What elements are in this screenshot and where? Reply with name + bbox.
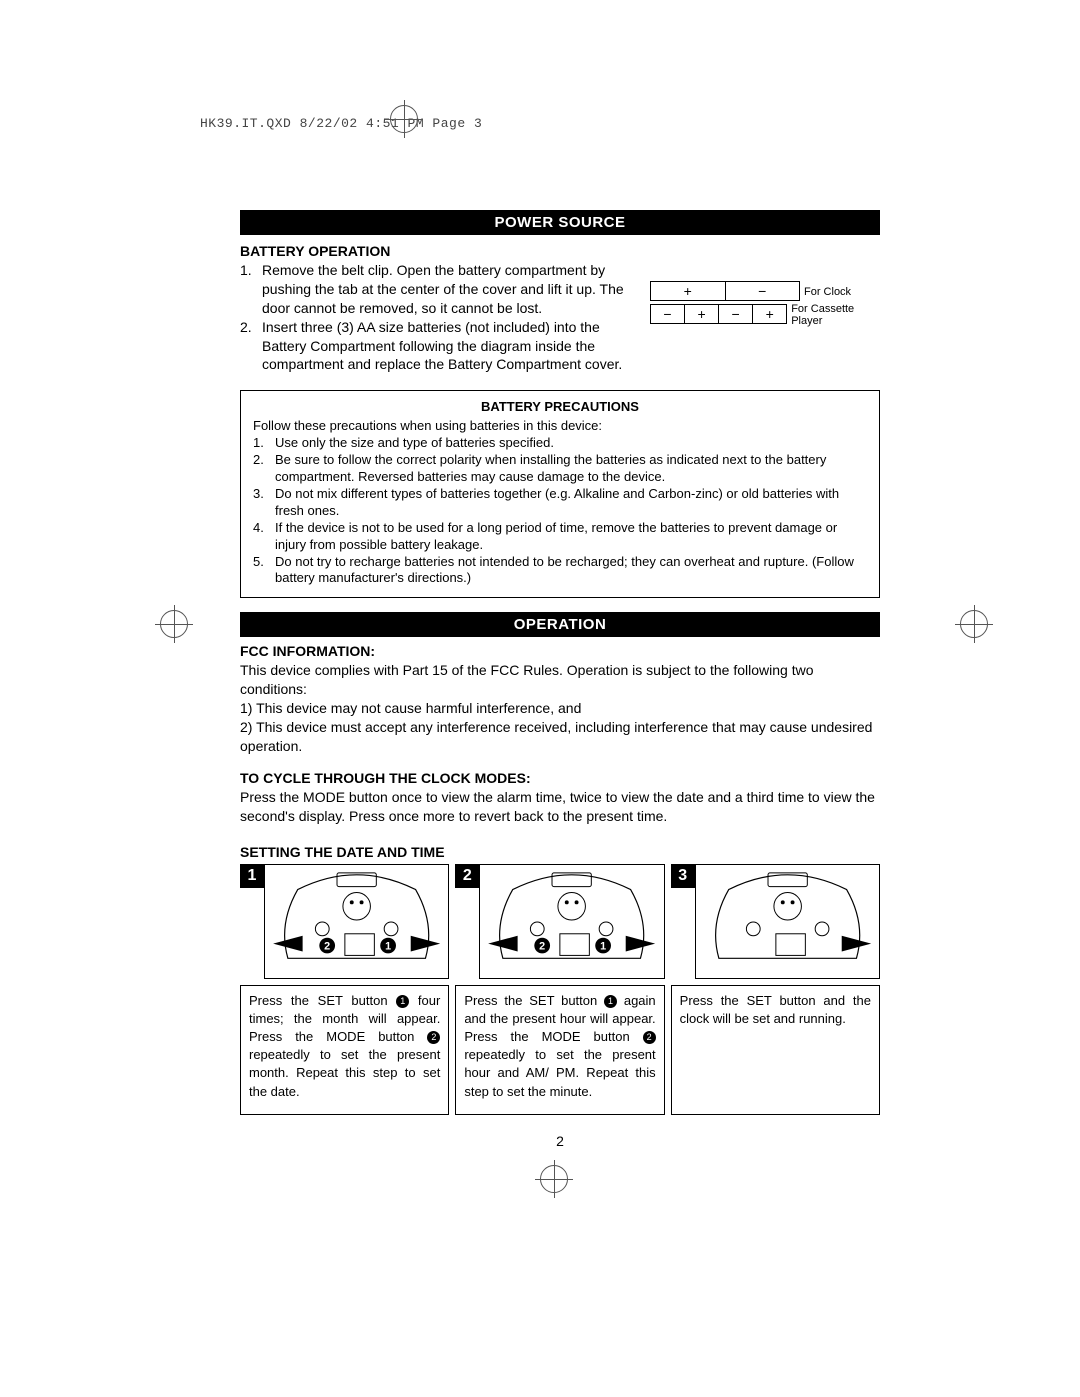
step-text: Press the SET button 1 again and the pre… bbox=[455, 985, 664, 1115]
battery-operation-heading: BATTERY OPERATION bbox=[240, 243, 638, 259]
fcc-cond2: 2) This device must accept any interfere… bbox=[240, 718, 880, 756]
svg-text:2: 2 bbox=[540, 940, 546, 952]
crop-mark-icon bbox=[160, 610, 188, 638]
crop-mark-icon bbox=[960, 610, 988, 638]
battery-cell: + bbox=[685, 305, 719, 323]
battery-clock-label: For Clock bbox=[804, 286, 851, 298]
step-3: 3 bbox=[671, 864, 880, 1115]
battery-cell: + bbox=[753, 305, 786, 323]
battery-cell: + bbox=[651, 282, 726, 300]
step-2: 2 2 bbox=[455, 864, 664, 1115]
crop-mark-icon bbox=[390, 105, 418, 133]
device-illustration: 2 1 bbox=[479, 864, 664, 979]
crop-mark-icon bbox=[540, 1165, 568, 1193]
power-source-heading: POWER SOURCE bbox=[240, 210, 880, 235]
fcc-heading: FCC INFORMATION: bbox=[240, 643, 880, 659]
precautions-title: BATTERY PRECAUTIONS bbox=[253, 399, 867, 414]
svg-text:1: 1 bbox=[385, 940, 391, 952]
svg-text:2: 2 bbox=[324, 940, 330, 952]
setting-heading: SETTING THE DATE AND TIME bbox=[240, 844, 880, 860]
page-number: 2 bbox=[240, 1133, 880, 1149]
list-item: 2.Be sure to follow the correct polarity… bbox=[253, 452, 867, 486]
list-item: 2.Insert three (3) AA size batteries (no… bbox=[240, 318, 638, 375]
device-illustration bbox=[695, 864, 880, 979]
clock-modes-heading: TO CYCLE THROUGH THE CLOCK MODES: bbox=[240, 770, 880, 786]
main-content: POWER SOURCE BATTERY OPERATION 1.Remove … bbox=[240, 210, 880, 1149]
list-item: 1.Use only the size and type of batterie… bbox=[253, 435, 867, 452]
battery-diagram: + − For Clock − + − + For Cassette Playe… bbox=[650, 241, 880, 327]
battery-operation-row: BATTERY OPERATION 1.Remove the belt clip… bbox=[240, 241, 880, 374]
battery-cell: − bbox=[719, 305, 753, 323]
battery-cell: − bbox=[726, 282, 800, 300]
header-meta-line: HK39.IT.QXD 8/22/02 4:51 PM Page 3 bbox=[200, 116, 482, 131]
step-text: Press the SET button 1 four times; the m… bbox=[240, 985, 449, 1115]
precautions-intro: Follow these precautions when using batt… bbox=[253, 418, 867, 433]
step-number: 2 bbox=[455, 864, 479, 888]
step-number: 1 bbox=[240, 864, 264, 888]
step-text: Press the SET button and the clock will … bbox=[671, 985, 880, 1115]
list-item: 4.If the device is not to be used for a … bbox=[253, 520, 867, 554]
list-item: 3.Do not mix different types of batterie… bbox=[253, 486, 867, 520]
clock-modes-text: Press the MODE button once to view the a… bbox=[240, 788, 880, 826]
battery-cell: − bbox=[651, 305, 685, 323]
list-item: 1.Remove the belt clip. Open the battery… bbox=[240, 261, 638, 318]
battery-precautions-box: BATTERY PRECAUTIONS Follow these precaut… bbox=[240, 390, 880, 598]
fcc-cond1: 1) This device may not cause harmful int… bbox=[240, 699, 880, 718]
step-number: 3 bbox=[671, 864, 695, 888]
battery-cassette-label: For Cassette Player bbox=[791, 303, 880, 327]
step-row: 1 2 bbox=[240, 864, 880, 1115]
operation-heading: OPERATION bbox=[240, 612, 880, 637]
battery-operation-list: 1.Remove the belt clip. Open the battery… bbox=[240, 261, 638, 374]
svg-text:1: 1 bbox=[600, 940, 606, 952]
fcc-intro: This device complies with Part 15 of the… bbox=[240, 661, 880, 699]
step-1: 1 2 bbox=[240, 864, 449, 1115]
list-item: 5.Do not try to recharge batteries not i… bbox=[253, 554, 867, 588]
document-page: HK39.IT.QXD 8/22/02 4:51 PM Page 3 POWER… bbox=[0, 0, 1080, 1397]
device-illustration: 2 1 bbox=[264, 864, 449, 979]
